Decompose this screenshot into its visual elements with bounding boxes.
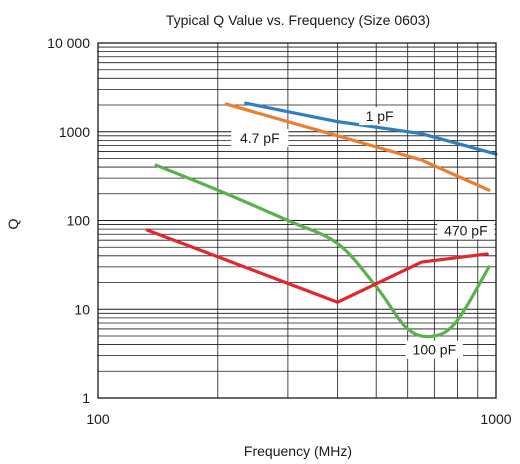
y-tick-label: 1: [82, 390, 90, 406]
series-label-bg: [437, 221, 495, 240]
plot-frame: [97, 42, 497, 399]
series-label-bg: [231, 129, 289, 148]
series-lines: [145, 101, 498, 339]
series-line-100-pf: [154, 163, 491, 339]
series-label-470-pf: 470 pF: [444, 223, 488, 239]
series-label-bg: [359, 107, 401, 126]
series-labels: 1 pF 4.7 pF 470 pF 100 pF: [231, 107, 495, 359]
series-line-1-pf: [244, 101, 498, 156]
series-label-100-pf: 100 pF: [413, 342, 457, 358]
series-label-1-pf: 1 pF: [366, 108, 394, 124]
series-label-bg: [405, 340, 463, 359]
x-tick-label: 100: [86, 411, 110, 427]
y-tick-label: 1000: [59, 124, 90, 140]
series-line-4.7-pf: [224, 102, 491, 192]
y-tick-label: 10 000: [47, 35, 90, 51]
series-line-470-pf: [145, 228, 489, 304]
y-tick-label: 10: [74, 301, 90, 317]
series-label-4.7-pf: 4.7 pF: [240, 130, 280, 146]
chart-title: Typical Q Value vs. Frequency (Size 0603…: [166, 12, 430, 28]
x-tick-label: 1000: [480, 411, 511, 427]
x-axis-label: Frequency (MHz): [244, 443, 352, 459]
y-axis-label: Q: [5, 218, 21, 229]
y-tick-label: 100: [67, 213, 91, 229]
tick-labels: 100 1000 1 10 100 1000 10 000: [47, 35, 512, 427]
